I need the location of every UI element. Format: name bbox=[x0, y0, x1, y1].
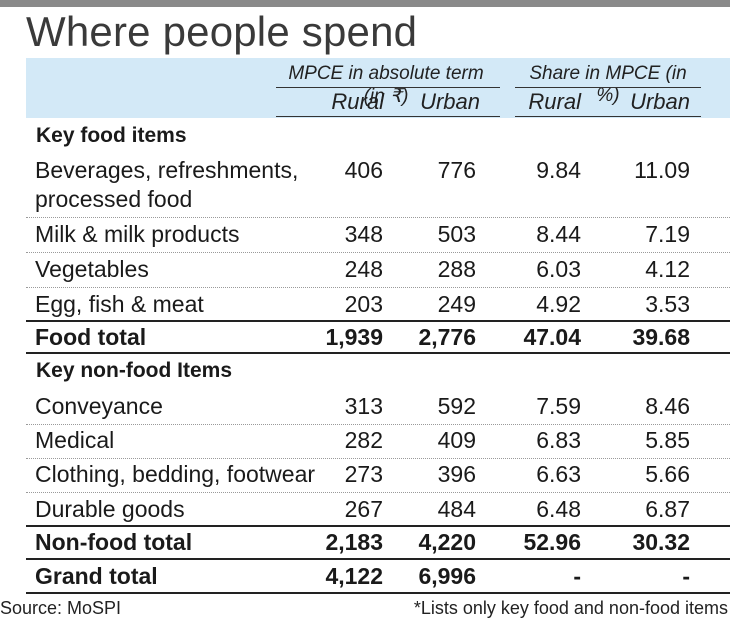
cell-abs-rural: 4,122 bbox=[325, 563, 383, 589]
row-label: Non-food total bbox=[35, 529, 193, 555]
header-share-underline bbox=[515, 116, 701, 117]
header-group-share-rule bbox=[515, 87, 701, 88]
cell-share-rural: 8.44 bbox=[536, 221, 581, 247]
header-group-share: Share in MPCE (in %) bbox=[529, 63, 687, 106]
cell-abs-urban: 6,996 bbox=[418, 563, 476, 589]
source-note: Source: MoSPI bbox=[0, 598, 122, 618]
row-label: Durable goods bbox=[35, 496, 185, 522]
cell-abs-urban: 503 bbox=[437, 221, 476, 247]
cell-abs-urban: 592 bbox=[437, 393, 476, 419]
cell-abs-urban: 409 bbox=[437, 427, 476, 453]
cell-abs-rural: 273 bbox=[344, 461, 383, 487]
row-divider bbox=[26, 492, 730, 493]
cell-share-rural: 7.59 bbox=[536, 393, 581, 419]
row-label: Vegetables bbox=[35, 256, 149, 282]
row-divider bbox=[26, 424, 730, 425]
cell-abs-rural: 1,939 bbox=[325, 324, 383, 350]
cell-share-urban: 3.53 bbox=[645, 291, 690, 317]
cell-share-rural: 9.84 bbox=[536, 157, 581, 183]
cell-share-rural: 6.83 bbox=[536, 427, 581, 453]
cell-abs-rural: 267 bbox=[344, 496, 383, 522]
cell-share-rural: 47.04 bbox=[523, 324, 581, 350]
cell-share-urban: 5.85 bbox=[645, 427, 690, 453]
row-label: Beverages, refreshments, bbox=[35, 157, 299, 183]
food-total-rule-top bbox=[26, 320, 730, 322]
header-abs-underline bbox=[276, 116, 500, 117]
food-total-rule-bottom bbox=[26, 352, 730, 354]
cell-share-rural: 6.03 bbox=[536, 256, 581, 282]
cell-share-urban: 6.87 bbox=[645, 496, 690, 522]
header-abs-urban: Urban bbox=[420, 89, 480, 114]
table-bottom-rule bbox=[26, 592, 730, 594]
cell-abs-rural: 313 bbox=[344, 393, 383, 419]
section-food-heading: Key food items bbox=[36, 124, 187, 147]
row-label: Egg, fish & meat bbox=[35, 291, 204, 317]
header-share-rural: Rural bbox=[528, 89, 581, 114]
header-abs-rural: Rural bbox=[331, 89, 384, 114]
cell-share-rural: 6.48 bbox=[536, 496, 581, 522]
row-divider bbox=[26, 458, 730, 459]
cell-abs-urban: 288 bbox=[437, 256, 476, 282]
section-nonfood-heading: Key non-food Items bbox=[36, 359, 233, 382]
row-label: Conveyance bbox=[35, 393, 163, 419]
cell-abs-urban: 249 bbox=[437, 291, 476, 317]
cell-abs-rural: 406 bbox=[344, 157, 383, 183]
row-label: Milk & milk products bbox=[35, 221, 240, 247]
cell-share-urban: - bbox=[682, 563, 690, 589]
cell-share-rural: 6.63 bbox=[536, 461, 581, 487]
cell-abs-urban: 4,220 bbox=[418, 529, 476, 555]
nonfood-total-rule-top bbox=[26, 525, 730, 527]
table-header-band bbox=[26, 58, 730, 118]
row-divider bbox=[26, 252, 730, 253]
cell-abs-rural: 2,183 bbox=[325, 529, 383, 555]
header-share-urban: Urban bbox=[630, 89, 690, 114]
page-title: Where people spend bbox=[26, 8, 418, 55]
cell-abs-rural: 203 bbox=[344, 291, 383, 317]
cell-share-rural: 4.92 bbox=[536, 291, 581, 317]
cell-share-urban: 7.19 bbox=[645, 221, 690, 247]
cell-abs-urban: 484 bbox=[437, 496, 476, 522]
cell-abs-urban: 2,776 bbox=[418, 324, 476, 350]
cell-abs-urban: 396 bbox=[437, 461, 476, 487]
cell-abs-rural: 248 bbox=[344, 256, 383, 282]
cell-abs-rural: 348 bbox=[344, 221, 383, 247]
row-label: Medical bbox=[35, 427, 115, 453]
nonfood-total-rule-bottom bbox=[26, 558, 730, 560]
header-group-absolute-rule bbox=[276, 87, 500, 88]
row-label: Grand total bbox=[35, 563, 158, 589]
row-label-continued: processed food bbox=[35, 186, 193, 212]
top-rule bbox=[0, 0, 730, 7]
cell-abs-urban: 776 bbox=[437, 157, 476, 183]
cell-share-urban: 5.66 bbox=[645, 461, 690, 487]
row-label: Clothing, bedding, footwear bbox=[35, 461, 316, 487]
row-label: Food total bbox=[35, 324, 147, 350]
cell-share-rural: 52.96 bbox=[523, 529, 581, 555]
cell-share-urban: 30.32 bbox=[632, 529, 690, 555]
footnote: *Lists only key food and non-food items bbox=[413, 598, 728, 618]
cell-share-rural: - bbox=[573, 563, 581, 589]
row-divider bbox=[26, 287, 730, 288]
header-group-absolute: MPCE in absolute term (in ₹) bbox=[288, 63, 484, 107]
cell-share-urban: 11.09 bbox=[634, 157, 690, 183]
cell-share-urban: 8.46 bbox=[645, 393, 690, 419]
cell-share-urban: 39.68 bbox=[632, 324, 690, 350]
row-divider bbox=[26, 217, 730, 218]
cell-share-urban: 4.12 bbox=[645, 256, 690, 282]
cell-abs-rural: 282 bbox=[344, 427, 383, 453]
